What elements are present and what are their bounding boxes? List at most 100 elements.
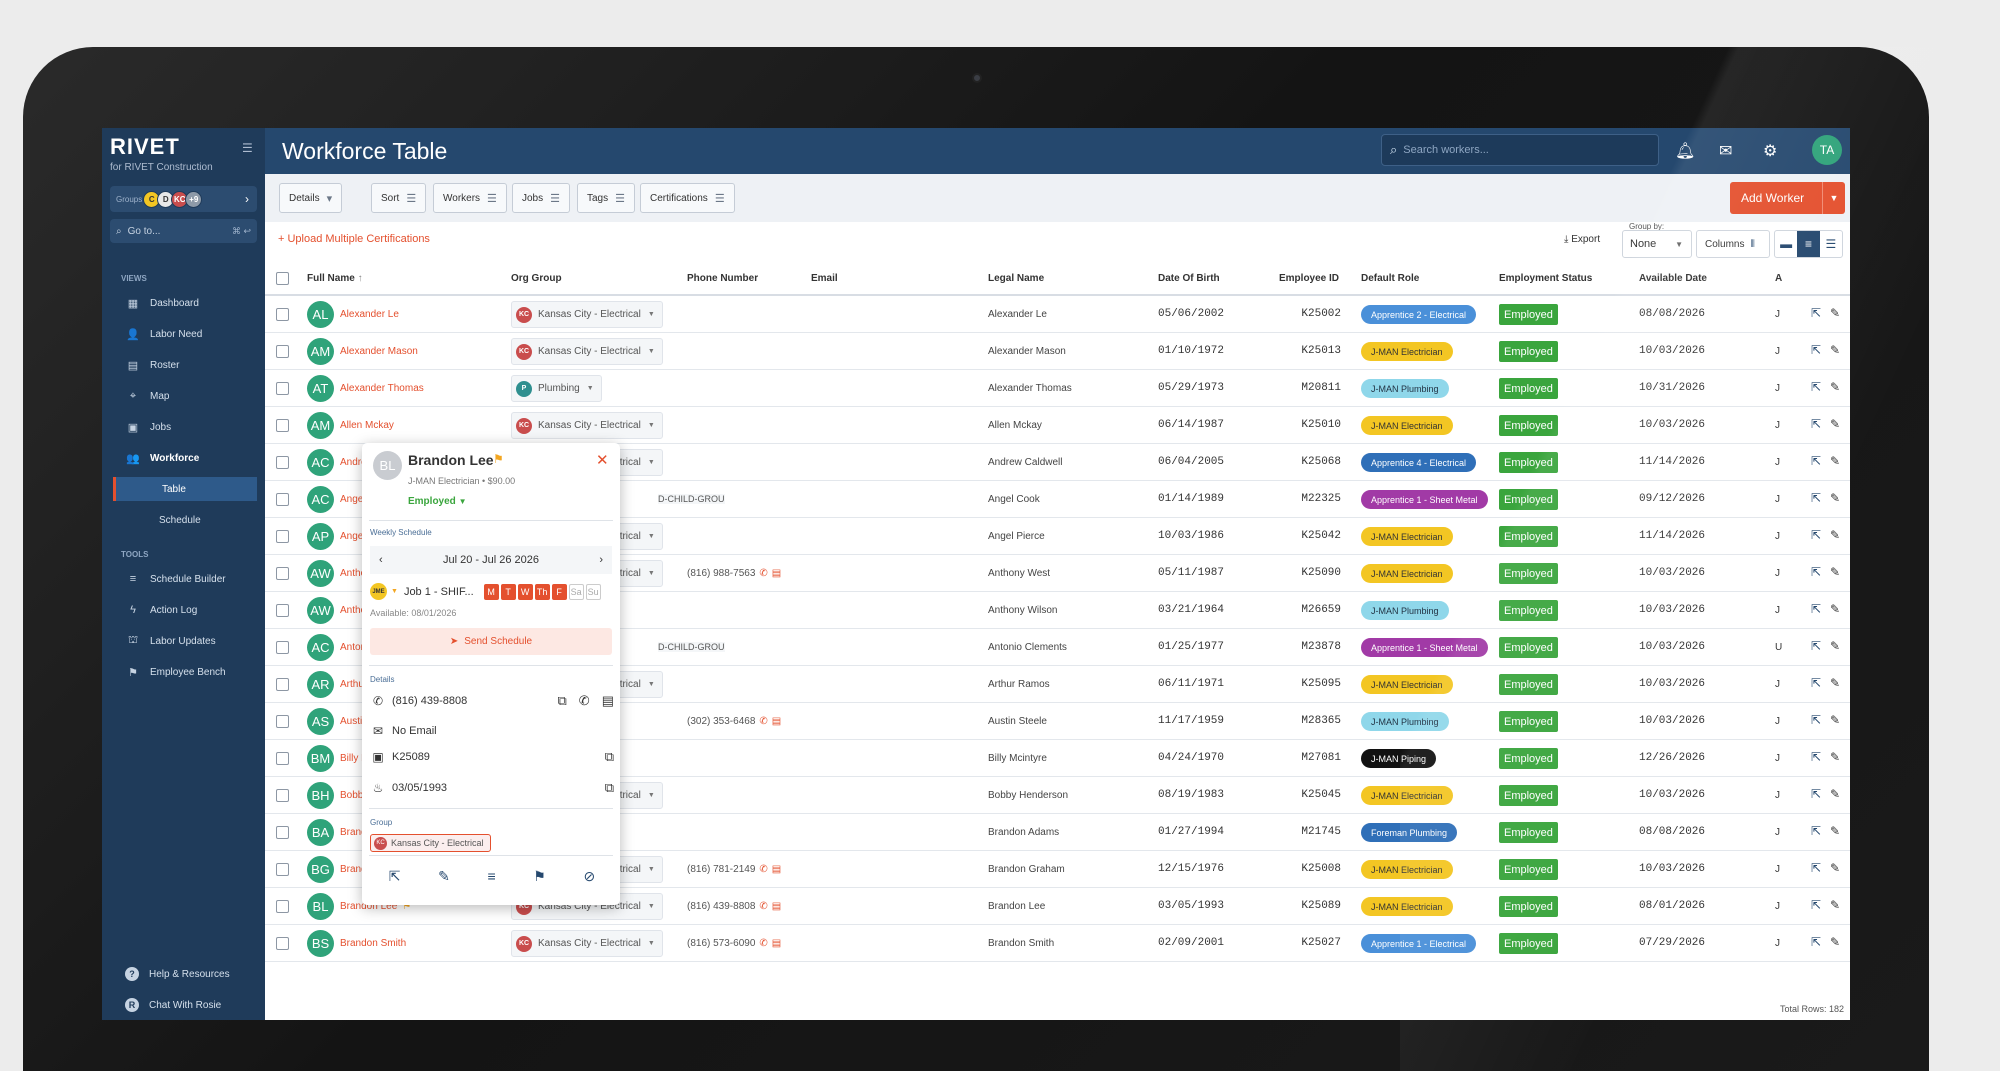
open-external-icon[interactable]: ⇱ [1811,713,1822,727]
phone-icon[interactable]: ✆ [759,568,768,579]
day-toggle[interactable]: Sa [568,583,584,600]
open-external-icon[interactable]: ⇱ [1811,491,1822,505]
message-icon[interactable]: ▤ [771,568,782,579]
phone-icon[interactable]: ✆ [759,938,768,949]
open-external-icon[interactable]: ⇱ [1811,417,1822,431]
view-comfortable-icon[interactable]: ▬ [1780,237,1793,251]
avatar[interactable]: AR [307,671,334,698]
edit-icon[interactable]: ✎ [1830,639,1841,653]
edit-icon[interactable]: ✎ [1830,713,1841,727]
row-checkbox[interactable] [276,493,289,506]
phone-icon[interactable]: ✆ [759,864,768,875]
row-checkbox[interactable] [276,419,289,432]
popup-group-chip[interactable]: KC Kansas City - Electrical [370,834,491,852]
sidebar-item-schedule-builder[interactable]: ≡ Schedule Builder [110,567,257,591]
table-row[interactable]: BS Brandon Smith KC Kansas City - Electrica… [265,925,1850,962]
open-external-icon[interactable]: ⇱ [1811,454,1822,468]
send-schedule-button[interactable]: ➤ Send Schedule [370,628,612,655]
open-external-icon[interactable]: ⇱ [1811,602,1822,616]
org-group-select[interactable]: P Plumbing ▼ [511,375,602,402]
day-toggle[interactable]: F [551,583,567,600]
avatar[interactable]: BM [307,745,334,772]
copy-icon[interactable]: ⧉ [557,693,567,708]
flag-icon[interactable]: ⚑ [533,868,546,884]
edit-icon[interactable]: ✎ [1830,417,1841,431]
open-external-icon[interactable]: ⇱ [1811,935,1822,949]
open-external-icon[interactable]: ⇱ [1811,676,1822,690]
edit-icon[interactable]: ✎ [1830,380,1841,394]
help-resources-link[interactable]: ? Help & Resources [110,962,257,986]
open-external-icon[interactable]: ⇱ [1811,380,1822,394]
sidebar-item-labor-need[interactable]: 👤 Labor Need [110,322,257,346]
sidebar-item-jobs[interactable]: ▣ Jobs [110,415,257,439]
edit-icon[interactable]: ✎ [1830,454,1841,468]
worker-name-link[interactable]: Alexander Mason [340,346,418,357]
table-row[interactable]: BL Brandon Lee ⚑ KC Kansas City - Electrical… [265,888,1850,925]
row-checkbox[interactable] [276,382,289,395]
edit-icon[interactable]: ✎ [1830,491,1841,505]
bell-icon[interactable]: 🔔︎ [1675,143,1696,160]
avatar[interactable]: AS [307,708,334,735]
open-external-icon[interactable]: ⇱ [1811,343,1822,357]
phone-icon[interactable]: ✆ [759,716,768,727]
avatar[interactable]: AC [307,634,334,661]
worker-name-link[interactable]: Brandon Smith [340,938,406,949]
columns-button[interactable]: Columns ⦀ [1696,230,1770,258]
row-checkbox[interactable] [276,308,289,321]
upload-certifications-link[interactable]: + Upload Multiple Certifications [278,233,430,245]
message-icon[interactable]: ▤ [771,901,782,912]
edit-icon[interactable]: ✎ [1830,528,1841,542]
sidebar-item-action-log[interactable]: ϟ Action Log [110,598,257,622]
sidebar-item-labor-updates[interactable]: ⛫ Labor Updates [110,629,257,653]
open-external-icon[interactable]: ⇱ [1811,861,1822,875]
col-employment-status[interactable]: Employment Status [1499,273,1593,284]
message-icon[interactable]: ▤ [601,693,614,708]
edit-icon[interactable]: ✎ [1830,676,1841,690]
row-checkbox[interactable] [276,752,289,765]
caret-down-icon[interactable]: ▼ [391,588,398,595]
row-checkbox[interactable] [276,641,289,654]
search-input[interactable]: ⌕ Search workers... [1381,134,1659,166]
flag-icon[interactable]: ⚑ [493,452,504,466]
open-external-icon[interactable]: ⇱ [1811,528,1822,542]
close-icon[interactable]: ✕ [596,452,609,469]
edit-icon[interactable]: ✎ [1830,787,1841,801]
avatar[interactable]: AM [307,338,334,365]
open-external-icon[interactable]: ⇱ [1811,787,1822,801]
day-toggle[interactable]: W [517,583,533,600]
collapse-sidebar-icon[interactable]: ☰ [242,141,253,155]
day-toggle[interactable]: Th [534,583,550,600]
edit-icon[interactable]: ✎ [1830,750,1841,764]
open-external-icon[interactable]: ⇱ [1811,306,1822,320]
col-dob[interactable]: Date Of Birth [1158,273,1220,284]
group-by-select[interactable]: None ▼ [1622,230,1692,258]
chat-rosie-link[interactable]: R Chat With Rosie [110,993,257,1017]
edit-icon[interactable]: ✎ [1830,565,1841,579]
col-full-name[interactable]: Full Name ↑ [307,273,363,284]
row-checkbox[interactable] [276,789,289,802]
sidebar-item-roster[interactable]: ▤ Roster [110,353,257,377]
avatar[interactable]: AL [307,301,334,328]
gear-icon[interactable]: ⚙ [1763,143,1778,160]
avatar[interactable]: AW [307,560,334,587]
mail-icon[interactable]: ✉ [1719,143,1733,160]
copy-icon[interactable]: ⧉ [604,780,614,795]
sort-button[interactable]: Sort ☰ [371,183,427,213]
open-external-icon[interactable]: ⇱ [1811,565,1822,579]
avatar[interactable]: AP [307,523,334,550]
sidebar-subitem-table[interactable]: Table [113,477,257,501]
worker-name-link[interactable]: Alexander Le [340,309,399,320]
row-checkbox[interactable] [276,567,289,580]
avatar[interactable]: BA [307,819,334,846]
open-external-icon[interactable]: ⇱ [388,868,401,884]
block-icon[interactable]: ⊘ [583,868,596,884]
row-checkbox[interactable] [276,530,289,543]
avatar[interactable]: BS [307,930,334,957]
row-checkbox[interactable] [276,604,289,617]
add-to-list-icon[interactable]: ≡ [487,868,496,884]
worker-name-link[interactable]: Brandon Lee ⚑ [340,901,411,912]
caret-down-icon[interactable]: ▼ [1822,182,1845,214]
day-toggle[interactable]: M [483,583,499,600]
call-icon[interactable]: ✆ [578,693,590,708]
